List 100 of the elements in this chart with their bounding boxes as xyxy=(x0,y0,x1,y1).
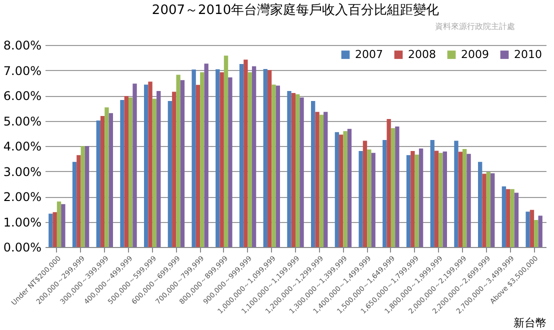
bar xyxy=(80,146,85,247)
bar xyxy=(48,214,53,247)
bar xyxy=(300,98,304,247)
bar xyxy=(104,107,109,247)
bar xyxy=(506,189,510,247)
bar xyxy=(156,90,161,247)
y-tick-label: 8.00% xyxy=(3,38,42,52)
bar xyxy=(315,112,320,247)
bar xyxy=(486,172,491,247)
legend-label: 2010 xyxy=(514,48,542,61)
bar xyxy=(276,86,280,247)
bar xyxy=(239,64,244,247)
bar xyxy=(478,162,482,247)
bar xyxy=(362,140,368,247)
legend-label: 2008 xyxy=(408,48,436,61)
bar xyxy=(442,152,447,247)
bar xyxy=(466,154,471,247)
bar xyxy=(343,131,348,247)
bar xyxy=(311,101,316,247)
bar xyxy=(502,186,506,247)
bar xyxy=(395,126,400,247)
y-tick-label: 1.00% xyxy=(3,215,42,230)
bar xyxy=(390,128,396,247)
bar xyxy=(319,114,324,247)
bar xyxy=(196,84,200,247)
bar xyxy=(220,72,224,247)
bar xyxy=(52,212,57,247)
bar xyxy=(382,140,387,247)
bar xyxy=(430,140,434,247)
legend-label: 2007 xyxy=(355,48,383,61)
bar xyxy=(458,152,462,247)
bar xyxy=(180,80,185,247)
bar xyxy=(406,155,411,247)
bar xyxy=(228,77,232,247)
bar xyxy=(526,212,530,247)
chart-title: 2007～2010年台灣家庭每戶收入百分比組距變化 xyxy=(152,2,440,18)
bar xyxy=(108,113,113,247)
bar xyxy=(287,90,292,247)
y-tick-label: 4.00% xyxy=(3,140,42,154)
bar xyxy=(224,56,228,247)
bar xyxy=(96,120,100,247)
bar xyxy=(124,96,128,247)
bar xyxy=(367,150,372,247)
y-tick-label: 2.00% xyxy=(3,190,42,204)
y-tick-label: 3.00% xyxy=(3,164,42,179)
bar xyxy=(200,72,204,247)
bar xyxy=(272,84,276,247)
bar xyxy=(510,189,514,247)
bar xyxy=(132,84,137,247)
bar xyxy=(291,92,296,247)
bar xyxy=(248,72,252,247)
bar xyxy=(462,149,467,247)
bar xyxy=(438,152,443,247)
bar xyxy=(168,101,172,247)
bar xyxy=(72,162,77,247)
y-tick-label: 0.00% xyxy=(3,240,42,254)
bar xyxy=(204,64,208,247)
bar xyxy=(371,152,376,247)
bar xyxy=(84,146,90,247)
bar xyxy=(244,60,248,247)
bar xyxy=(454,140,458,247)
x-axis-title: 新台幣 xyxy=(514,316,546,330)
bar xyxy=(434,150,439,247)
bar xyxy=(386,118,391,247)
bar xyxy=(347,128,352,247)
y-tick-label: 5.00% xyxy=(3,114,42,128)
bar xyxy=(410,151,415,247)
bar xyxy=(514,192,519,247)
text: 資料來源行政院主計處 xyxy=(435,22,515,31)
bar xyxy=(172,92,176,247)
legend-label: 2009 xyxy=(461,48,489,61)
bar xyxy=(176,74,180,247)
bar xyxy=(530,210,534,247)
bar xyxy=(339,134,344,247)
bar xyxy=(152,98,157,247)
bar xyxy=(324,112,328,247)
bar xyxy=(267,70,272,247)
bar xyxy=(56,202,62,247)
bar xyxy=(534,220,538,247)
bar xyxy=(100,116,105,247)
bar xyxy=(490,173,495,247)
bar xyxy=(76,155,81,247)
bar xyxy=(418,148,424,247)
bar xyxy=(120,100,124,247)
bar xyxy=(61,204,66,247)
bar xyxy=(192,69,196,247)
bar xyxy=(216,69,220,247)
bar xyxy=(263,68,268,247)
bar xyxy=(334,132,340,247)
bar xyxy=(128,98,133,247)
bar xyxy=(252,66,256,247)
bar xyxy=(296,94,300,247)
y-tick-label: 7.00% xyxy=(3,64,42,78)
bar xyxy=(414,154,419,247)
y-tick-label: 6.00% xyxy=(3,89,42,103)
bar xyxy=(482,174,486,247)
bar xyxy=(358,151,363,247)
bar xyxy=(148,82,152,247)
bar xyxy=(538,216,542,247)
bar xyxy=(144,84,148,247)
